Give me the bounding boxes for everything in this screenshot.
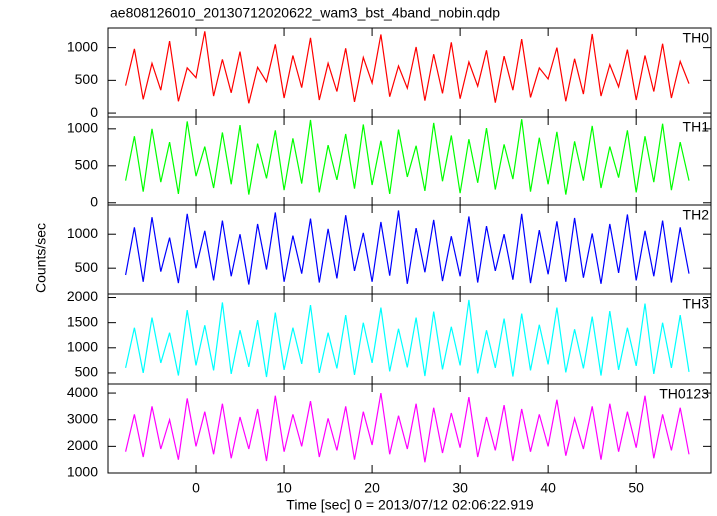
y-tick-label: 4000 (67, 384, 98, 400)
light-curve (125, 299, 690, 378)
y-tick-label: 1000 (67, 339, 98, 355)
y-tick-label: 500 (75, 157, 99, 173)
x-tick-label: 20 (364, 480, 380, 496)
y-tick-label: 500 (75, 259, 99, 275)
y-tick-label: 0 (90, 104, 98, 120)
panel-label: TH0 (683, 30, 710, 46)
x-tick-label: 50 (628, 480, 644, 496)
y-tick-label: 3000 (67, 410, 98, 426)
panel-frame (107, 116, 712, 206)
light-curve (125, 210, 690, 285)
panel-frame (107, 383, 712, 474)
x-tick-label: 0 (192, 480, 200, 496)
panel-label: TH1 (683, 119, 710, 135)
panel-frame (107, 293, 712, 385)
panel-label: TH2 (683, 207, 710, 223)
panel-label: TH3 (683, 296, 710, 312)
chart-title: ae808126010_20130712020622_wam3_bst_4ban… (110, 5, 500, 21)
y-tick-label: 1000 (67, 464, 98, 480)
y-tick-label: 500 (75, 71, 99, 87)
panel-frame (107, 204, 712, 295)
y-tick-label: 500 (75, 364, 99, 380)
y-tick-label: 1000 (67, 38, 98, 54)
panel-label: TH0123 (659, 386, 709, 402)
y-tick-label: 2000 (67, 437, 98, 453)
y-axis-label: Counts/sec (33, 223, 49, 293)
y-tick-label: 1000 (67, 225, 98, 241)
light-curve (125, 119, 690, 195)
y-tick-label: 0 (90, 193, 98, 209)
y-tick-label: 2000 (67, 288, 98, 304)
light-curve (125, 31, 690, 104)
x-tick-label: 10 (276, 480, 292, 496)
x-axis-label: Time [sec] 0 = 2013/07/12 02:06:22.919 (286, 497, 534, 513)
panel-frame (107, 27, 712, 118)
y-tick-label: 1500 (67, 313, 98, 329)
x-tick-label: 40 (540, 480, 556, 496)
light-curve (125, 392, 690, 463)
x-tick-label: 30 (452, 480, 468, 496)
y-tick-label: 1000 (67, 120, 98, 136)
